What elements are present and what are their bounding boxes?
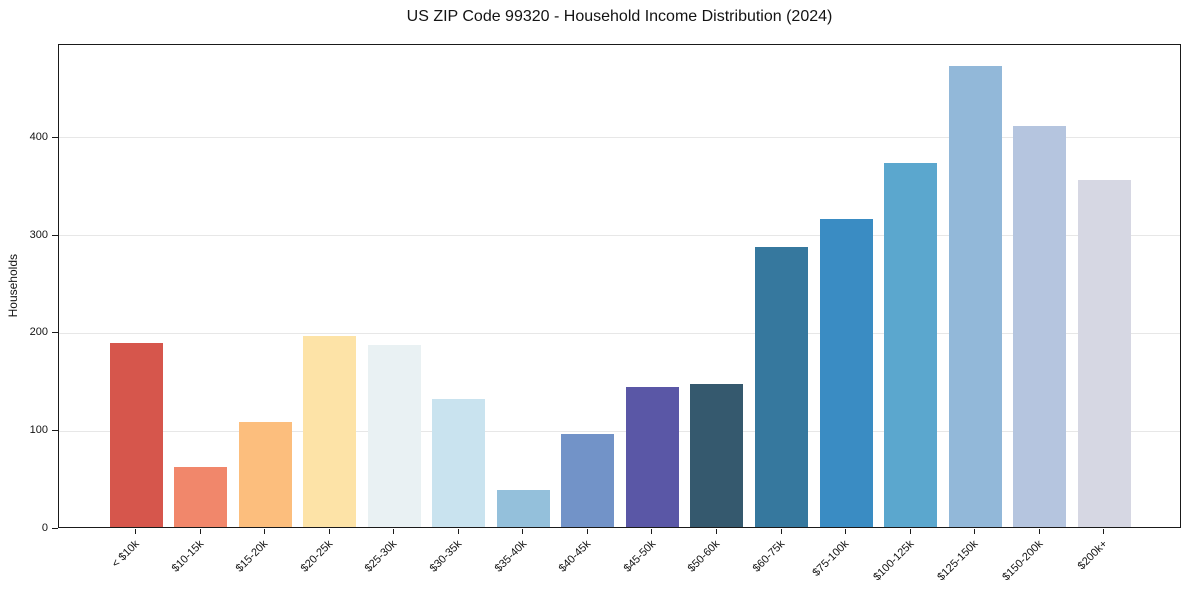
x-tick-label: $125-150k: [935, 538, 981, 584]
x-tick-mark: [1038, 529, 1040, 534]
x-tick-mark: [457, 529, 459, 534]
x-tick-label: $40-45k: [556, 538, 594, 575]
x-tick-mark: [1103, 529, 1105, 534]
x-tick-label: $25-30k: [363, 538, 400, 575]
gridline-300: [59, 235, 1180, 237]
bar-$35-40k: [496, 489, 550, 527]
bar-$200k+: [1077, 179, 1131, 527]
chart-title: US ZIP Code 99320 - Household Income Dis…: [406, 8, 833, 25]
x-tick-label: $45-50k: [621, 538, 658, 575]
x-tick-label: $30-35k: [427, 538, 465, 575]
bar-$45-50k: [625, 387, 679, 527]
x-tick-mark: [328, 529, 330, 534]
gridline-200: [59, 332, 1180, 334]
x-tick-label: $60-75k: [750, 538, 787, 575]
x-tick-mark: [199, 529, 201, 534]
bar-$15-20k: [238, 422, 292, 527]
x-tick-label: $75-100k: [810, 538, 852, 579]
x-tick-label: $10-15k: [169, 538, 207, 575]
y-tick-mark: [52, 136, 58, 138]
x-tick-mark: [651, 529, 653, 534]
y-tick-mark: [52, 332, 58, 334]
x-tick-mark: [264, 529, 266, 534]
bar-$50-60k: [690, 384, 744, 527]
x-tick-mark: [974, 529, 976, 534]
bar-$100-125k: [884, 163, 938, 527]
y-axis-label: Households: [6, 254, 20, 318]
y-tick-label: 0: [41, 522, 48, 534]
y-tick-mark: [52, 234, 58, 236]
x-tick-mark: [522, 529, 524, 534]
x-tick-label: $100-125k: [870, 538, 917, 584]
y-tick-label: 300: [29, 228, 48, 241]
y-tick-label: 400: [29, 130, 48, 143]
x-tick-label: $150-200k: [999, 538, 1046, 584]
x-tick-mark: [393, 529, 395, 534]
x-tick-mark: [845, 529, 847, 534]
y-tick-label: 200: [29, 326, 48, 339]
bar-$60-75k: [755, 247, 808, 527]
bar-$125-150k: [948, 66, 1002, 527]
x-tick-label: $200k+: [1075, 538, 1110, 573]
y-tick-mark: [52, 528, 58, 529]
x-tick-mark: [135, 529, 136, 534]
x-tick-label: $35-40k: [492, 538, 529, 575]
bar-$10-15k: [174, 467, 228, 527]
x-tick-mark: [909, 529, 911, 534]
y-tick-mark: [52, 430, 58, 432]
x-tick-label: < $10k: [109, 538, 142, 571]
x-tick-mark: [780, 529, 782, 534]
bar-$25-30k: [367, 345, 421, 527]
x-tick-mark: [715, 529, 717, 534]
bar-$20-25k: [303, 336, 357, 527]
x-tick-label: $50-60k: [685, 538, 723, 575]
gridline-400: [59, 137, 1180, 139]
x-tick-mark: [586, 529, 588, 534]
bar-< $10k: [109, 343, 163, 527]
bar-$30-35k: [432, 398, 486, 527]
bar-$75-100k: [819, 219, 873, 527]
bar-$40-45k: [561, 434, 615, 527]
gridline-100: [59, 430, 1180, 432]
x-tick-label: $15-20k: [233, 538, 271, 575]
plot-area: [58, 44, 1181, 528]
x-tick-label: $20-25k: [298, 538, 336, 575]
bar-$150-200k: [1013, 126, 1067, 527]
y-tick-label: 100: [29, 424, 48, 437]
